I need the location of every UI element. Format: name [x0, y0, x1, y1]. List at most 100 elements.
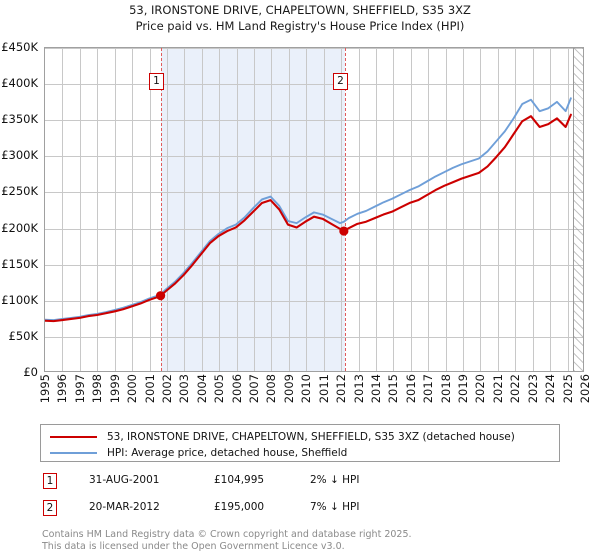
- gridline-vertical: [533, 48, 534, 371]
- sale-hpi-delta-2: 7% ↓ HPI: [310, 501, 360, 513]
- gridline-horizontal: [45, 48, 583, 49]
- y-axis-tick-label: £100K: [1, 292, 38, 307]
- gridline-vertical: [376, 48, 377, 371]
- x-axis-tick-label: 1995: [38, 374, 52, 404]
- x-axis-tick-label: 2022: [508, 374, 523, 404]
- x-axis-tick-label: 2004: [194, 374, 209, 404]
- x-axis-tick-label: 2023: [525, 374, 540, 404]
- gridline-vertical: [237, 48, 238, 371]
- gridline-vertical: [446, 48, 447, 371]
- x-axis-tick-label: 2010: [299, 374, 314, 404]
- attribution-footer: Contains HM Land Registry data © Crown c…: [42, 529, 582, 552]
- gridline-vertical: [411, 48, 412, 371]
- chart-legend: 53, IRONSTONE DRIVE, CHAPELTOWN, SHEFFIE…: [40, 424, 560, 462]
- x-axis-tick-label: 2000: [125, 374, 140, 404]
- gridline-vertical: [550, 48, 551, 371]
- gridline-horizontal: [45, 156, 583, 157]
- chart-title-block: 53, IRONSTONE DRIVE, CHAPELTOWN, SHEFFIE…: [0, 2, 600, 34]
- plot-region: [44, 47, 584, 372]
- x-axis-tick-label: 2016: [403, 374, 418, 404]
- sale-marker-badge-2: 2: [43, 500, 57, 516]
- x-axis-tick-label: 2009: [281, 374, 296, 404]
- chart-marker-badge-1: 1: [149, 73, 164, 90]
- gridline-vertical: [62, 48, 63, 371]
- gridline-vertical: [568, 48, 569, 371]
- y-axis: £0 £50K £100K £150K £200K £250K £300K £350K £400…: [0, 40, 42, 379]
- legend-label-property: 53, IRONSTONE DRIVE, CHAPELTOWN, SHEFFIE…: [107, 431, 515, 443]
- x-axis-tick-label: 2021: [490, 374, 505, 404]
- line-hpi-average: [45, 97, 572, 321]
- x-axis-tick-label: 2001: [142, 374, 157, 404]
- sale-date-1: 31-AUG-2001: [89, 474, 160, 486]
- x-axis-tick-label: 2012: [334, 374, 349, 404]
- x-axis-tick-label: 2018: [438, 374, 453, 404]
- x-axis-tick-label: 1997: [72, 374, 87, 404]
- footer-line-2: This data is licensed under the Open Gov…: [42, 540, 345, 552]
- x-axis-tick-label: 2015: [386, 374, 401, 404]
- y-axis-tick-label: £150K: [1, 256, 38, 271]
- series-lines: [45, 97, 572, 323]
- x-axis: 1995 1996 1997 1998 1999 2000 2001 2002 2003 2004…: [38, 374, 592, 420]
- gridline-vertical: [97, 48, 98, 371]
- x-axis-tick-label: 2005: [212, 374, 227, 404]
- gridline-horizontal: [45, 265, 583, 266]
- sale-hpi-delta-1: 2% ↓ HPI: [310, 474, 360, 486]
- gridline-horizontal: [45, 84, 583, 85]
- x-axis-tick-label: 2017: [421, 374, 436, 404]
- x-axis-tick-label: 2024: [543, 374, 558, 404]
- sale-marker-badge-1: 1: [43, 473, 57, 489]
- gridline-horizontal: [45, 337, 583, 338]
- gridline-vertical: [115, 48, 116, 371]
- gridline-vertical: [219, 48, 220, 371]
- gridline-vertical: [150, 48, 151, 371]
- gridline-vertical: [359, 48, 360, 371]
- gridline-vertical: [132, 48, 133, 371]
- gridline-vertical: [184, 48, 185, 371]
- sale-event-line-1: [161, 48, 162, 371]
- gridline-vertical: [393, 48, 394, 371]
- chart-marker-badge-2: 2: [332, 73, 348, 90]
- y-axis-tick-label: £400K: [1, 76, 38, 91]
- x-axis-tick-label: 1999: [107, 374, 122, 404]
- sale-point-marker-1: [155, 291, 166, 301]
- gridline-vertical: [271, 48, 272, 371]
- x-axis-tick-label: 2014: [368, 374, 383, 404]
- y-axis-tick-label: £200K: [1, 220, 38, 235]
- gridline-vertical: [463, 48, 464, 371]
- x-axis-tick-label: 2002: [159, 374, 174, 404]
- table-row: 2 20-MAR-2012 £195,000 7% ↓ HPI: [40, 498, 570, 525]
- sale-point-marker-2: [339, 226, 349, 236]
- gridline-vertical: [80, 48, 81, 371]
- gridline-vertical: [324, 48, 325, 371]
- legend-item: HPI: Average price, detached house, Shef…: [41, 445, 559, 461]
- x-axis-tick-label: 1996: [55, 374, 70, 404]
- legend-color-swatch-property: [50, 436, 97, 438]
- sale-event-line-2: [344, 48, 346, 371]
- gridline-horizontal: [45, 192, 583, 193]
- gridline-vertical: [428, 48, 429, 371]
- x-axis-tick-label: 2007: [247, 374, 262, 404]
- y-axis-tick-label: £300K: [1, 148, 38, 163]
- legend-label-hpi: HPI: Average price, detached house, Shef…: [107, 447, 348, 459]
- gridline-vertical: [167, 48, 168, 371]
- sale-price-2: £195,000: [214, 501, 265, 513]
- sales-table: 1 31-AUG-2001 £104,995 2% ↓ HPI 2 20-MAR…: [40, 471, 570, 525]
- y-axis-tick-label: £50K: [8, 328, 39, 343]
- x-axis-tick-label: 2025: [560, 374, 575, 404]
- x-axis-tick-label: 2013: [351, 374, 366, 404]
- gridline-vertical: [515, 48, 516, 371]
- x-axis-tick-label: 2003: [177, 374, 192, 404]
- legend-item: 53, IRONSTONE DRIVE, CHAPELTOWN, SHEFFIE…: [41, 429, 559, 445]
- gridline-vertical: [480, 48, 481, 371]
- gridline-horizontal: [45, 229, 583, 230]
- y-axis-tick-label: £250K: [1, 184, 38, 199]
- page-subtitle: Price paid vs. HM Land Registry's House …: [135, 19, 465, 33]
- gridline-vertical: [202, 48, 203, 371]
- sale-date-2: 20-MAR-2012: [89, 501, 160, 513]
- x-axis-tick-label: 1998: [90, 374, 105, 404]
- gridline-horizontal: [45, 301, 583, 302]
- y-axis-tick-label: £450K: [1, 40, 38, 54]
- gridline-vertical: [289, 48, 290, 371]
